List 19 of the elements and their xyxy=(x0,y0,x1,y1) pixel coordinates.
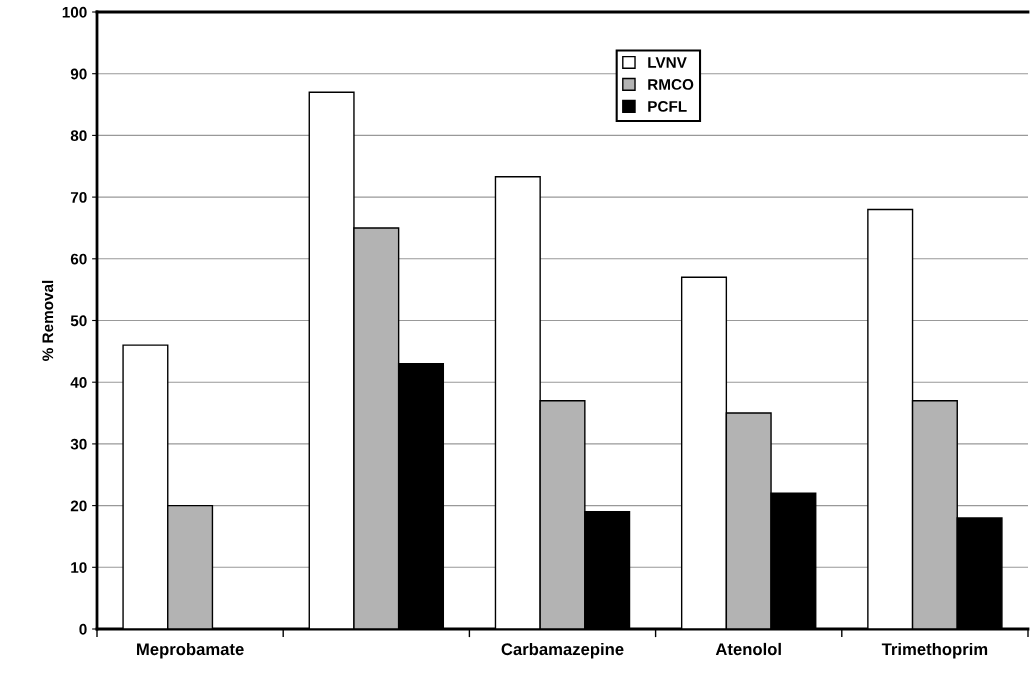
y-tick-label: 10 xyxy=(71,562,87,573)
y-tick-label: 20 xyxy=(70,500,87,512)
y-tick-label: 30 xyxy=(70,438,87,450)
y-axis-title: % Removal xyxy=(41,280,54,361)
y-tick-label: 60 xyxy=(70,253,87,265)
legend-label: LVNV xyxy=(648,57,687,68)
y-tick-label: 80 xyxy=(70,130,87,142)
legend-label: RMCO xyxy=(648,79,694,90)
y-tick-label: 70 xyxy=(70,191,87,203)
x-tick-label: Meprobamate xyxy=(137,642,244,659)
x-tick-label: Atenolol xyxy=(715,642,781,656)
x-tick-label: Trimethoprim xyxy=(881,642,988,659)
y-tick-label: 40 xyxy=(70,377,87,388)
y-tick-label: 50 xyxy=(70,315,87,327)
y-tick-label: 90 xyxy=(70,68,87,80)
legend-label: PCFL xyxy=(648,101,687,112)
x-tick-label: Carbamazepine xyxy=(501,642,624,659)
y-tick-label: 0 xyxy=(79,623,87,635)
y-tick-label: 100 xyxy=(62,6,87,18)
